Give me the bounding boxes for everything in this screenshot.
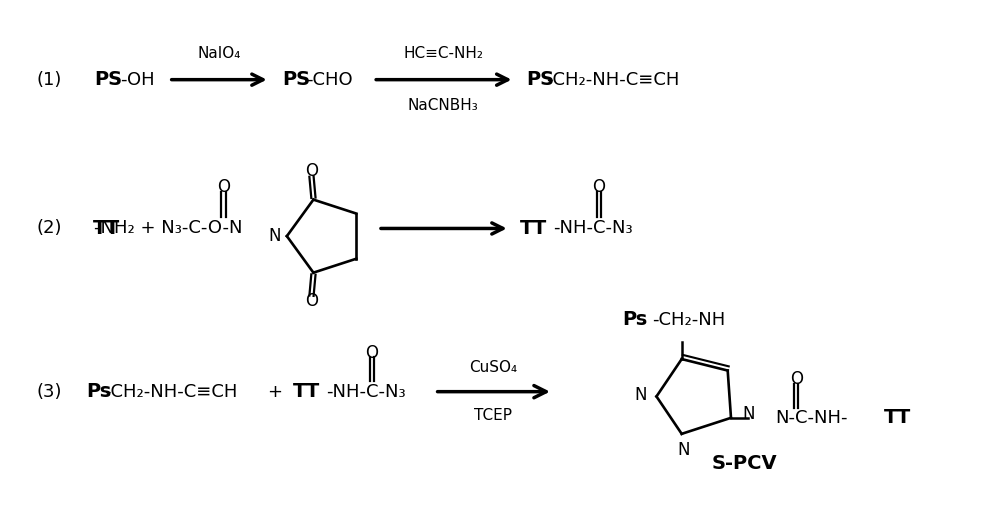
- Text: -NH-C-N₃: -NH-C-N₃: [326, 383, 405, 401]
- Text: (3): (3): [36, 383, 62, 401]
- Text: CuSO₄: CuSO₄: [469, 360, 517, 375]
- Text: O: O: [305, 292, 318, 310]
- Text: -CHO: -CHO: [306, 71, 352, 89]
- Text: +: +: [267, 383, 282, 401]
- Text: PS: PS: [282, 70, 311, 89]
- Text: -CH₂-NH: -CH₂-NH: [652, 310, 726, 329]
- Text: O: O: [365, 344, 378, 362]
- Text: Ps: Ps: [86, 382, 111, 401]
- Text: N: N: [742, 405, 755, 423]
- Text: TT: TT: [520, 219, 547, 238]
- Text: (2): (2): [36, 219, 62, 238]
- Text: O: O: [790, 370, 803, 388]
- Text: NaCNBH₃: NaCNBH₃: [408, 98, 479, 113]
- Text: PS: PS: [526, 70, 554, 89]
- Text: N: N: [635, 386, 647, 404]
- Text: TT: TT: [93, 219, 120, 238]
- Text: N: N: [268, 227, 281, 245]
- Text: O: O: [592, 178, 605, 196]
- Text: NaIO₄: NaIO₄: [197, 46, 240, 61]
- Text: (1): (1): [36, 71, 61, 89]
- Text: -CH₂-NH-C≡CH: -CH₂-NH-C≡CH: [546, 71, 679, 89]
- Text: -OH: -OH: [120, 71, 154, 89]
- Text: TCEP: TCEP: [474, 408, 512, 423]
- Text: -NH-C-N₃: -NH-C-N₃: [553, 219, 633, 238]
- Text: O: O: [305, 162, 318, 180]
- Text: TT: TT: [292, 382, 320, 401]
- Text: O: O: [217, 178, 230, 196]
- Text: Ps: Ps: [622, 310, 647, 329]
- Text: N: N: [677, 441, 690, 459]
- Text: N-C-NH-: N-C-NH-: [775, 409, 848, 427]
- Text: -NH₂ + N₃-C-O-N: -NH₂ + N₃-C-O-N: [94, 219, 242, 238]
- Text: S-PCV: S-PCV: [712, 454, 778, 473]
- Text: -CH₂-NH-C≡CH: -CH₂-NH-C≡CH: [104, 383, 237, 401]
- Text: TT: TT: [883, 408, 911, 427]
- Text: PS: PS: [94, 70, 122, 89]
- Text: HC≡C-NH₂: HC≡C-NH₂: [403, 46, 483, 61]
